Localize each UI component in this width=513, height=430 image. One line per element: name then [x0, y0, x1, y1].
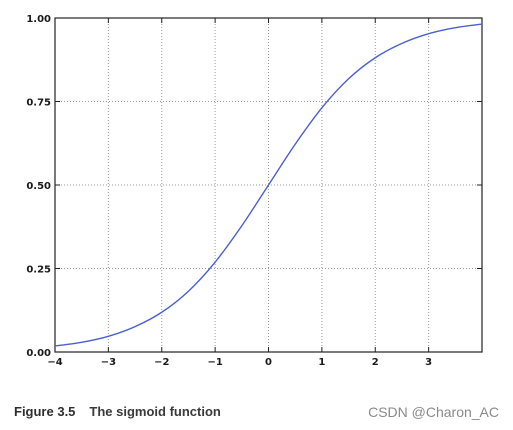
tick-labels: −4 −3 −2 −1 0 1 2 3 0.00 0.25 0.50 0.75 1.00: [26, 14, 432, 368]
y-tick-label: 1.00: [26, 14, 51, 25]
x-tick-label: 2: [372, 357, 379, 368]
series-layer: [54, 23, 483, 347]
figure-caption: Figure 3.5 The sigmoid function: [14, 404, 221, 419]
x-tick-label: 0: [265, 357, 272, 368]
y-tick-label: 0.25: [26, 265, 51, 276]
sigmoid-curve: [54, 23, 483, 347]
sigmoid-chart: −4 −3 −2 −1 0 1 2 3 0.00 0.25 0.50 0.75 1.00: [26, 14, 483, 368]
x-tick-label: 3: [425, 357, 432, 368]
y-tick-label: 0.75: [26, 98, 51, 109]
y-tick-label: 0.00: [26, 348, 51, 359]
watermark: CSDN @Charon_AC: [368, 404, 499, 420]
x-tick-label: 1: [318, 357, 325, 368]
x-tick-label: −4: [47, 357, 62, 368]
x-tick-label: −1: [207, 357, 222, 368]
tick-marks: [54, 17, 482, 353]
figure-label: Figure 3.5: [14, 404, 76, 419]
x-tick-label: −3: [101, 357, 116, 368]
x-tick-label: −2: [154, 357, 169, 368]
y-tick-label: 0.50: [26, 181, 51, 192]
figure-title: The sigmoid function: [89, 404, 221, 419]
